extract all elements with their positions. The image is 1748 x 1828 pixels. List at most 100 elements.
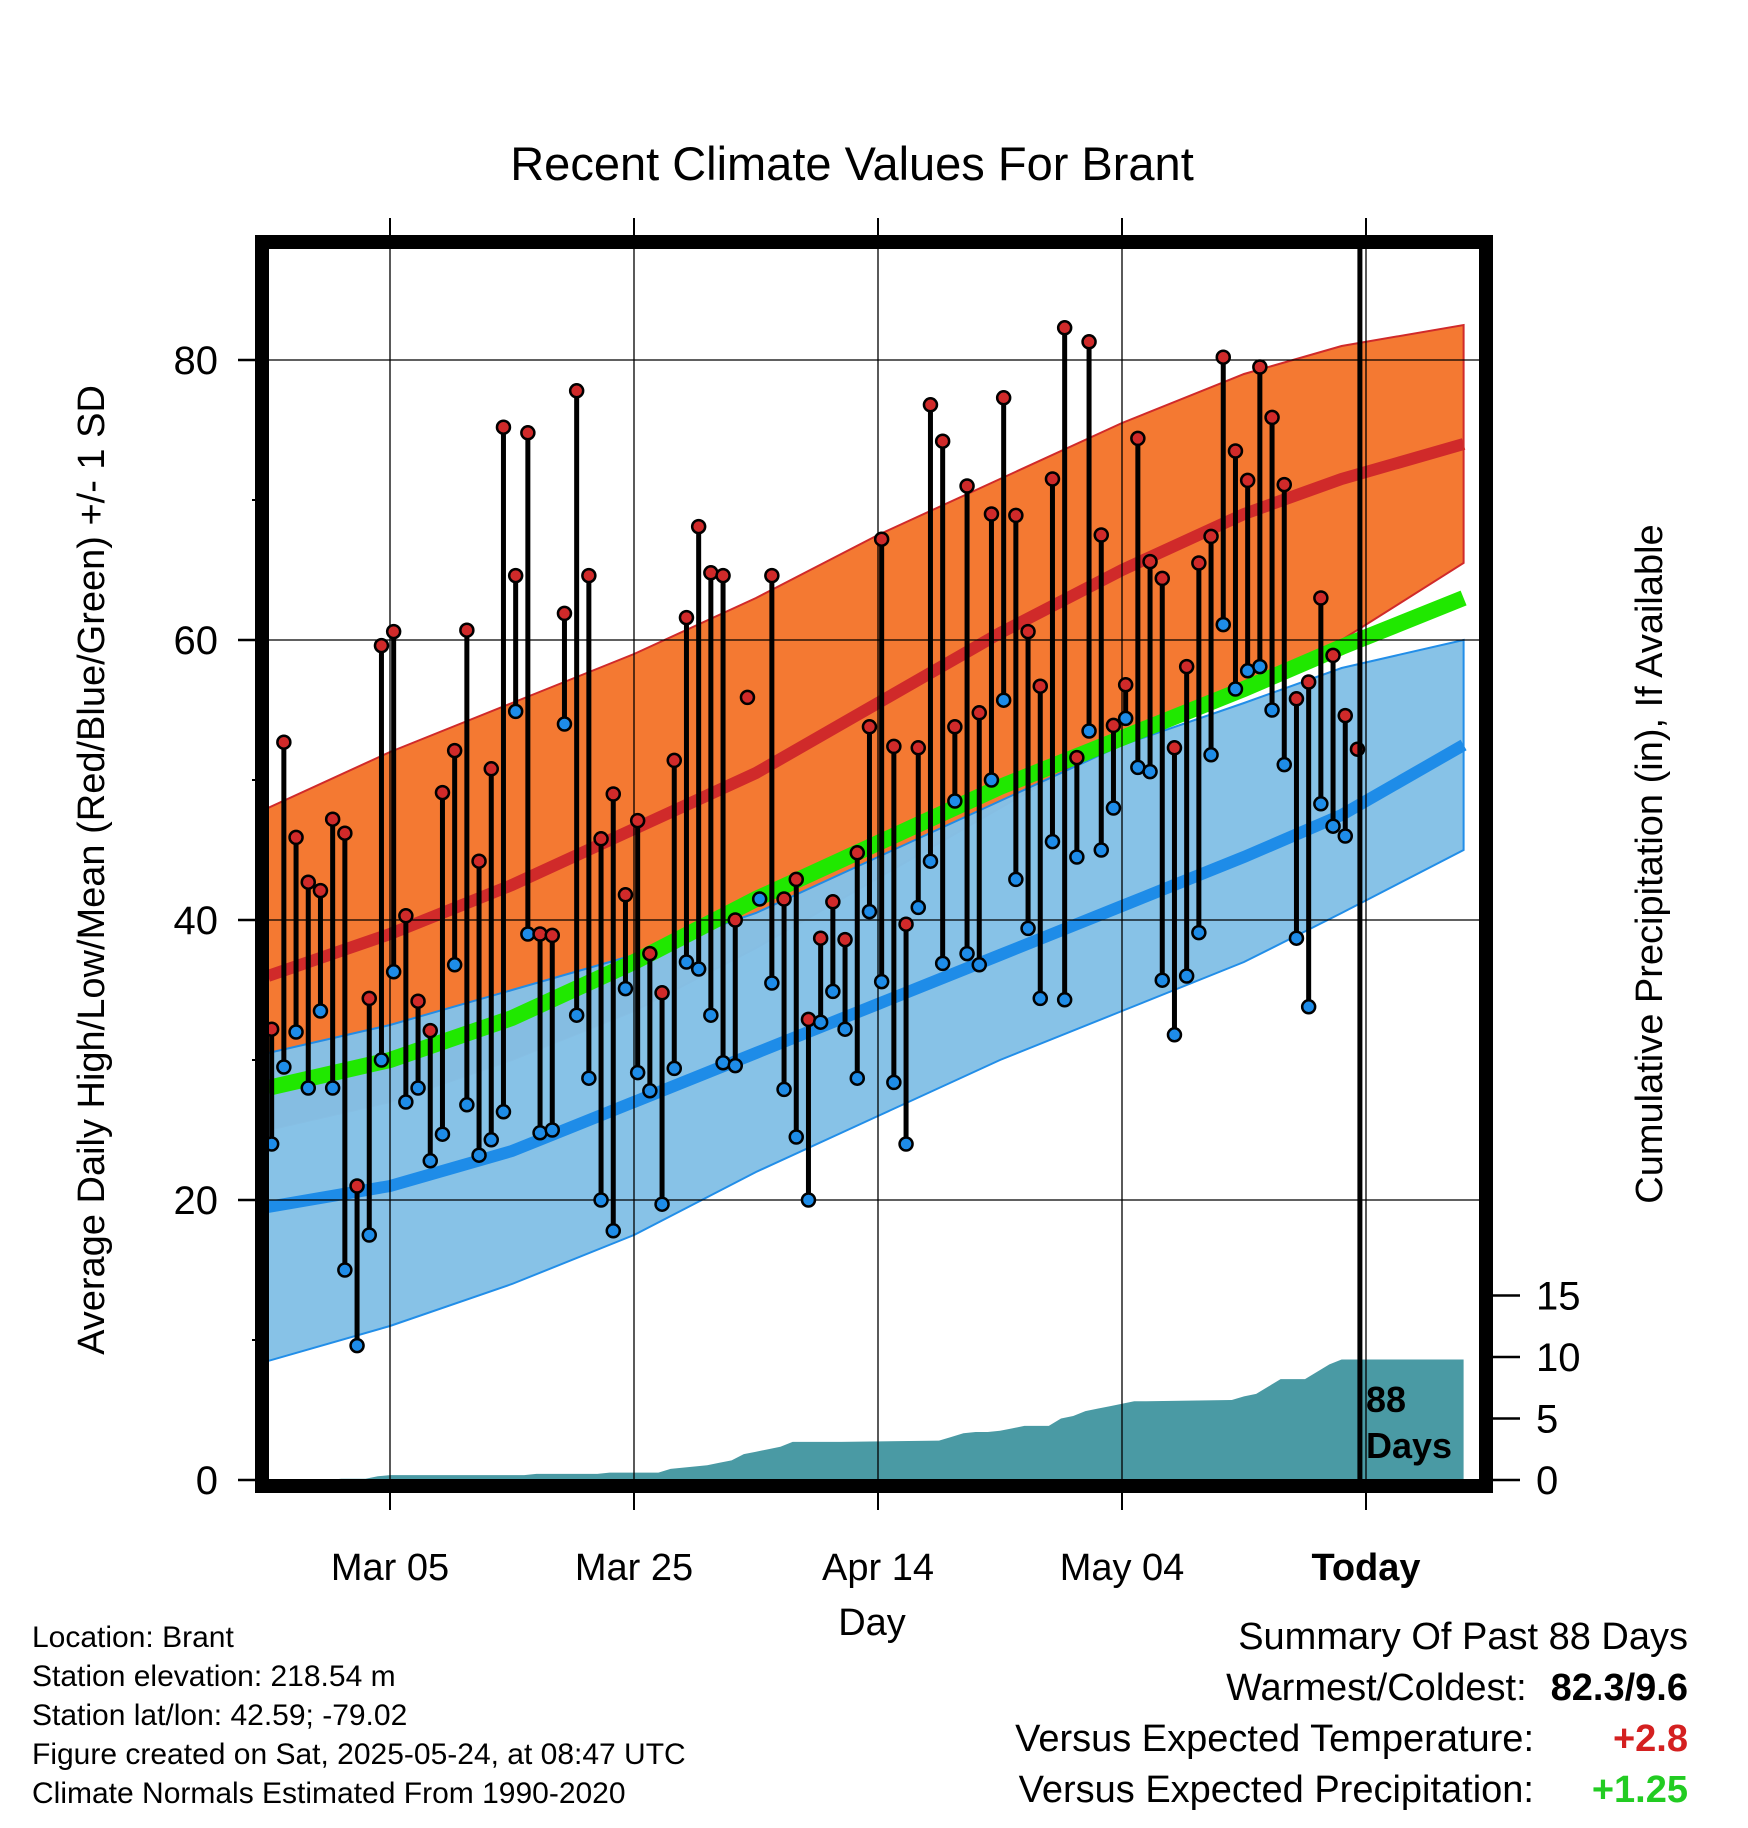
daily-low-point [947,793,963,809]
daily-low-point [337,1262,353,1278]
daily-high-point [1288,691,1305,707]
daily-low-point [1081,723,1097,739]
daily-low-point [422,1153,439,1169]
summary-temp: Versus Expected Temperature: +2.8 [1015,1714,1688,1765]
daily-high-point [1325,647,1341,664]
daily-low-point [1008,871,1024,888]
daily-low-point [861,903,878,920]
daily-high-point [690,518,707,535]
daily-low-point [1069,849,1085,865]
y-tick-label: 60 [174,619,219,663]
daily-high-point [788,871,805,888]
daily-low-point [532,1125,548,1141]
daily-high-point [654,985,670,1001]
daily-low-point [312,1003,329,1019]
daily-high-point [934,433,951,449]
summary-panel: Summary Of Past 88 Days Warmest/Coldest:… [1015,1612,1688,1816]
daily-high-point [995,390,1012,406]
daily-high-point [1154,570,1171,587]
y2-tick-label: 10 [1536,1336,1581,1380]
station-info: Location: Brant Station elevation: 218.5… [32,1618,686,1813]
daily-low-point [1191,924,1207,941]
daily-low-point [288,1024,304,1040]
daily-low-point [642,1083,658,1099]
daily-low-point [1300,999,1317,1015]
daily-high-point [1178,658,1195,675]
daily-low-point [1105,800,1122,816]
daily-high-point [617,887,634,903]
daily-low-point [349,1337,365,1354]
daily-high-point [1020,623,1036,640]
y-tick-label: 20 [174,1179,219,1223]
daily-high-point [471,853,487,869]
y2-axis-label: Cumulative Precipitation (in), If Availa… [1629,524,1671,1203]
temp-value: +2.8 [1612,1718,1688,1760]
latlon-text: Station lat/lon: 42.59; -79.02 [32,1699,408,1732]
location-text: Location: Brant [32,1621,234,1654]
daily-low-point [1154,972,1171,988]
daily-high-point [776,891,792,907]
daily-low-point [873,973,890,990]
day-count-number: 88 [1366,1379,1406,1420]
x-tick-label: Mar 05 [331,1547,449,1589]
daily-high-point [1191,555,1207,571]
daily-low-point [446,957,463,973]
y2-tick-label: 5 [1536,1398,1558,1442]
daily-high-point [581,567,597,584]
daily-low-point [544,1122,561,1138]
daily-low-point [1337,828,1354,844]
daily-low-point [556,716,573,732]
daily-high-point [1300,674,1317,690]
x-tick-label: Apr 14 [822,1547,934,1589]
y2-tick-label: 15 [1536,1275,1581,1319]
daily-high-point [422,1022,439,1039]
daily-high-point [837,931,853,948]
daily-high-point [1215,349,1232,365]
daily-low-point [471,1147,487,1163]
elevation-text: Station elevation: 218.54 m [32,1660,396,1693]
daily-high-point [1008,507,1024,524]
warm-cold-label: Warmest/Coldest: [1226,1667,1527,1709]
plot-area: 88 Days [268,248,1480,1480]
daily-high-point [385,623,402,640]
daily-high-point [1093,527,1110,543]
daily-high-point [703,565,719,581]
daily-low-point [1032,990,1049,1007]
precipitation-area [268,1359,1464,1480]
daily-high-point [288,829,304,846]
daily-high-point [1337,707,1354,724]
x-tick-label: Mar 25 [575,1547,693,1589]
daily-high-point [922,397,939,413]
daily-low-point [886,1074,902,1091]
daily-low-point [276,1059,292,1075]
daily-low-point [1093,842,1110,858]
daily-low-point [1227,681,1244,697]
daily-high-point [1069,749,1085,766]
daily-low-point [959,945,975,962]
daily-low-point [727,1057,744,1074]
daily-high-point [1056,320,1073,336]
daily-high-point [1276,476,1293,493]
daily-low-point [678,954,695,970]
daily-high-point [1142,553,1158,570]
daily-low-point [751,891,768,907]
daily-high-point [678,609,695,626]
daily-low-point [837,1021,853,1037]
plot-frame [255,235,1493,1493]
daily-low-point [1166,1027,1183,1043]
daily-low-point [788,1129,805,1145]
y2-tick-label: 0 [1536,1459,1558,1503]
daily-high-point [1117,677,1134,693]
daily-low-point [934,955,951,972]
daily-low-point [1056,992,1073,1008]
daily-high-point [507,567,524,584]
daily-low-point [361,1227,378,1243]
daily-low-point [825,983,841,1000]
daily-low-point [776,1081,792,1098]
daily-high-point [593,831,609,847]
daily-low-point [764,975,780,991]
daily-low-point [459,1097,475,1113]
daily-high-point [1252,359,1268,375]
daily-high-point [434,784,451,801]
